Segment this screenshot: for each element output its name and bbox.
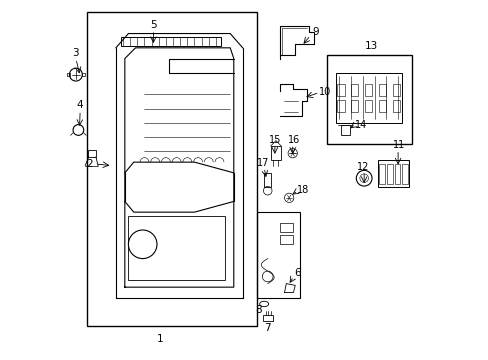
Bar [378, 100, 385, 112]
Text: 18: 18 [297, 185, 309, 195]
Bar [82, 73, 84, 76]
Text: 14: 14 [354, 120, 366, 130]
Bar [337, 84, 344, 96]
Bar [128, 216, 224, 280]
Bar [121, 37, 221, 46]
Bar [67, 73, 70, 76]
Bar [257, 212, 299, 298]
Bar [392, 100, 399, 112]
Text: 7: 7 [264, 323, 270, 333]
Text: 13: 13 [364, 41, 377, 51]
Bar [365, 84, 371, 96]
Bar [378, 160, 408, 187]
Bar [326, 55, 411, 144]
Bar [394, 164, 400, 184]
Text: 12: 12 [357, 162, 369, 172]
Bar [88, 150, 96, 157]
Text: 3: 3 [72, 48, 79, 58]
Bar [378, 84, 385, 96]
Text: 11: 11 [392, 140, 405, 150]
Text: 16: 16 [287, 135, 299, 145]
Bar [340, 125, 349, 135]
Text: 10: 10 [318, 87, 330, 98]
Bar [350, 100, 358, 112]
Bar [335, 73, 401, 123]
Bar [350, 84, 358, 96]
Text: 15: 15 [268, 135, 281, 145]
Text: 5: 5 [150, 19, 156, 30]
Bar [263, 315, 273, 321]
Bar [337, 100, 344, 112]
Text: 6: 6 [293, 268, 300, 278]
Bar [264, 173, 271, 187]
Bar [392, 84, 399, 96]
Bar [280, 235, 292, 244]
Bar [402, 164, 407, 184]
Text: 9: 9 [312, 27, 319, 37]
Bar [378, 164, 384, 184]
Bar [280, 223, 292, 232]
Text: 2: 2 [86, 159, 93, 169]
Bar [365, 100, 371, 112]
Text: 17: 17 [257, 158, 269, 168]
Text: 8: 8 [254, 305, 261, 315]
Text: 4: 4 [77, 100, 83, 110]
Text: 1: 1 [157, 334, 163, 344]
Bar [87, 12, 257, 327]
Bar [386, 164, 392, 184]
Bar [270, 146, 281, 160]
